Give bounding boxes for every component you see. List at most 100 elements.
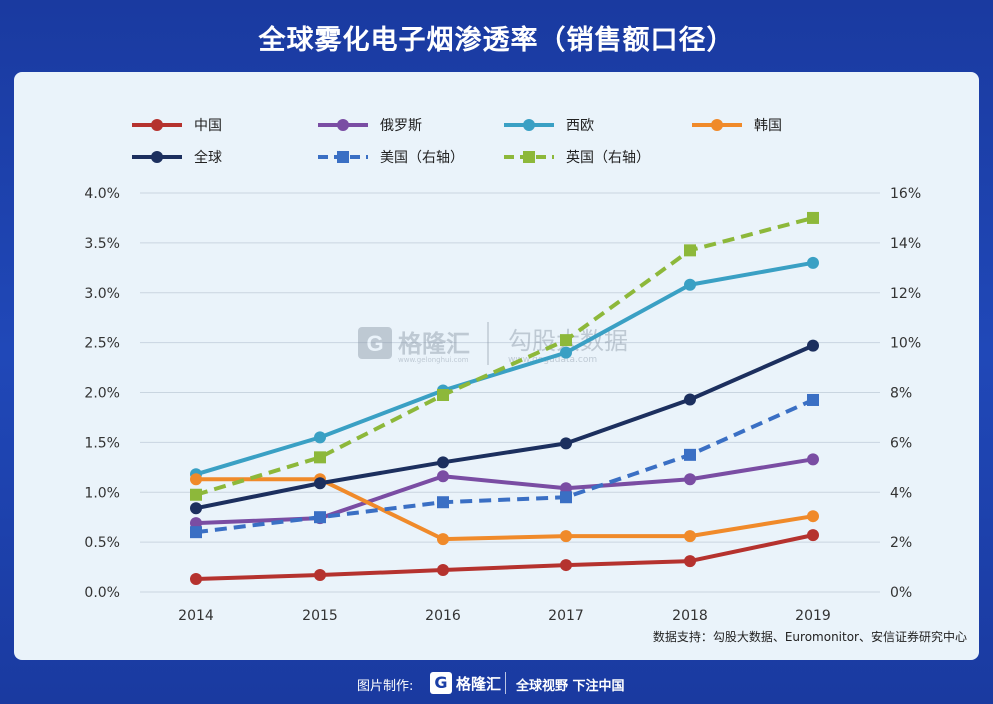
y-right-tick-label: 10%: [890, 336, 921, 352]
source-note: 数据支持：勾股大数据、Euromonitor、安信证券研究中心: [653, 629, 967, 644]
y-right-tick-label: 6%: [890, 435, 912, 451]
data-point: [437, 470, 449, 483]
series-line: [195, 216, 814, 497]
legend-label: 韩国: [754, 118, 782, 134]
legend-label: 俄罗斯: [380, 118, 422, 134]
data-point: [684, 244, 696, 257]
y-right-tick-label: 16%: [890, 186, 921, 202]
data-point: [314, 451, 326, 464]
series-layer: [190, 211, 819, 586]
x-tick-label: 2017: [548, 608, 584, 624]
legend-item: 英国（右轴）: [504, 149, 650, 166]
y-right-tick-label: 0%: [890, 585, 912, 601]
data-point: [314, 569, 326, 582]
data-point: [560, 346, 572, 359]
footer-logo-icon: G: [430, 672, 452, 694]
x-tick-label: 2015: [302, 608, 338, 624]
legend-marker: [711, 119, 723, 131]
legend-marker: [151, 119, 163, 131]
y-left-tick-label: 1.5%: [84, 435, 120, 451]
footer-brand: 格隆汇: [456, 675, 502, 693]
data-point: [807, 453, 819, 466]
y-left-tick-label: 2.5%: [84, 336, 120, 352]
data-point: [684, 393, 696, 406]
data-point: [437, 456, 449, 469]
footer-slogan: 全球视野 下注中国: [516, 679, 625, 694]
y-right-tick-label: 2%: [890, 535, 912, 551]
y-left-tick-label: 4.0%: [84, 186, 120, 202]
watermark-brand-url: www.gelonghui.com: [398, 356, 469, 364]
y-left-tick-label: 2.0%: [84, 386, 120, 402]
series-line: [195, 343, 814, 511]
y-right-tick-label: 14%: [890, 236, 921, 252]
data-point: [190, 502, 202, 515]
y-left-tick-label: 1.0%: [84, 485, 120, 501]
y-right-tick-label: 4%: [890, 485, 912, 501]
watermark-data-url: www.gogudata.com: [508, 355, 597, 365]
gridlines: [140, 192, 880, 593]
data-point: [190, 526, 202, 539]
data-point: [807, 211, 819, 224]
data-point: [560, 437, 572, 450]
y-right-tick-label: 8%: [890, 386, 912, 402]
legend-label: 全球: [194, 149, 222, 166]
legend-marker: [337, 119, 349, 131]
data-point: [437, 564, 449, 577]
data-point: [437, 388, 449, 401]
data-point: [807, 529, 819, 542]
data-point: [190, 488, 202, 501]
footer-credit-label: 图片制作:: [357, 679, 414, 694]
series-4: [190, 339, 819, 515]
data-point: [314, 511, 326, 524]
y-left-tick-label: 0.0%: [84, 585, 120, 601]
chart-title: 全球雾化电子烟渗透率（销售额口径）: [258, 25, 735, 56]
footer: 图片制作: G 格隆汇 全球视野 下注中国: [0, 664, 993, 704]
x-tick-label: 2016: [425, 608, 461, 624]
data-point: [684, 530, 696, 543]
data-point: [560, 559, 572, 572]
legend-item: 西欧: [504, 118, 594, 134]
series-0: [190, 529, 819, 586]
data-point: [314, 431, 326, 444]
data-point: [437, 533, 449, 546]
legend-item: 美国（右轴）: [318, 150, 464, 166]
legend-item: 全球: [132, 149, 222, 166]
series-line: [195, 533, 814, 582]
watermark-logo-icon: [358, 327, 392, 359]
data-point: [684, 448, 696, 461]
legend-marker: [523, 151, 535, 163]
data-point: [684, 555, 696, 568]
legend-marker: [337, 151, 349, 163]
chart-panel: [14, 72, 979, 660]
x-tick-label: 2014: [178, 608, 214, 624]
series-5: [190, 393, 819, 539]
data-point: [190, 473, 202, 486]
x-tick-label: 2019: [795, 608, 831, 624]
footer-divider: [505, 672, 506, 694]
series-6: [190, 211, 819, 501]
data-point: [807, 339, 819, 352]
legend-label: 中国: [194, 118, 222, 134]
x-tick-label: 2018: [672, 608, 708, 624]
data-point: [684, 278, 696, 291]
legend-item: 俄罗斯: [318, 118, 422, 134]
legend-item: 中国: [132, 118, 222, 134]
y-left-tick-label: 0.5%: [84, 535, 120, 551]
legend-label: 西欧: [566, 118, 594, 134]
data-point: [560, 491, 572, 504]
watermark-brand: 格隆汇: [398, 330, 470, 358]
data-point: [684, 473, 696, 486]
data-point: [437, 496, 449, 509]
watermark: G 格隆汇 www.gelonghui.com 勾股大数据 www.goguda…: [358, 322, 628, 365]
legend-item: 韩国: [692, 118, 782, 134]
data-point: [807, 393, 819, 406]
series-line: [195, 398, 814, 535]
data-point: [560, 334, 572, 347]
data-point: [560, 530, 572, 543]
data-point: [190, 573, 202, 586]
legend-label: 英国（右轴）: [566, 149, 650, 166]
axes: 0.0% 0% 0.5% 2% 1.0% 4% 1.5% 6% 2.0% 8% 2.5% 10% 3.0…: [84, 186, 921, 624]
data-point: [807, 510, 819, 523]
y-left-tick-label: 3.0%: [84, 286, 120, 302]
